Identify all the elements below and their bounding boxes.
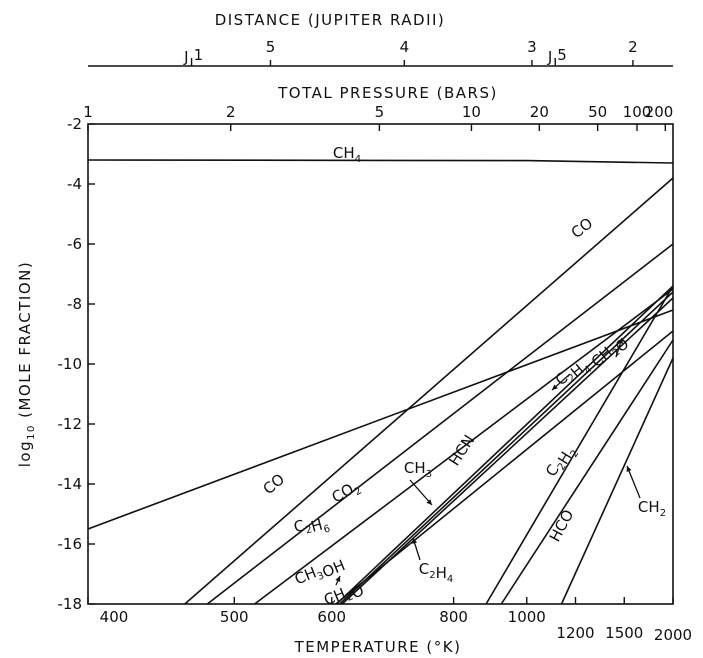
series-co-curve-1 (184, 177, 674, 605)
series-c2h2-curve-9 (485, 285, 674, 605)
pressure-tick-label-6: 100 (623, 103, 652, 121)
moon-marker-sub-0: 1 (194, 46, 204, 64)
y-tick-label-3: -8 (67, 295, 82, 313)
y-tick-label-4: -10 (58, 355, 83, 373)
x-tick-label-6: 1500 (605, 624, 643, 642)
annotation-label-4: CO2 (329, 477, 364, 510)
annotation-label-8: HCN (445, 432, 478, 469)
y-tick-label-0: -2 (67, 115, 82, 133)
annotation-label-1: CO (568, 214, 597, 242)
x-tick-label-7: 2000 (654, 626, 692, 644)
pointer-arrowhead-3 (552, 384, 558, 390)
distance-tick-label-2: 3 (527, 38, 537, 56)
pressure-tick-label-0: 1 (83, 103, 93, 121)
pressure-tick-label-5: 50 (588, 103, 607, 121)
moon-marker-label-0: J (183, 48, 188, 66)
series-ch3-curve-7 (339, 291, 674, 605)
distance-tick-label-3: 2 (628, 38, 638, 56)
y-tick-label-8: -18 (58, 595, 83, 613)
series-co2-curve-3 (206, 243, 674, 605)
pointer-arrow-5 (626, 465, 641, 499)
pressure-tick-label-3: 10 (462, 103, 481, 121)
y-tick-label-1: -4 (67, 175, 82, 193)
y-tick-label-6: -14 (58, 475, 83, 493)
x-axis-label: TEMPERATURE (°K) (294, 638, 462, 656)
annotation-label-7: CH3 (404, 459, 432, 480)
pointer-arrowhead-2 (412, 538, 418, 544)
series-hcn-curve-6 (336, 285, 674, 605)
series-c2h6-curve-2 (87, 309, 674, 530)
series-ch4-curve-0 (87, 159, 674, 164)
distance-tick-label-1: 4 (400, 38, 410, 56)
moon-marker-label-1: J (547, 48, 552, 66)
plot-frame (87, 123, 674, 605)
annotation-label-10: C2H2 (542, 441, 581, 484)
pressure-tick-label-1: 2 (226, 103, 236, 121)
annotation-label-12: CH2 (638, 498, 666, 519)
pointer-arrow-0 (409, 479, 433, 506)
pressure-tick-label-7: 200 (645, 103, 674, 121)
series-curves (87, 159, 674, 605)
y-axis-label: log10 (MOLE FRACTION) (16, 261, 37, 467)
x-tick-label-2: 600 (317, 608, 346, 626)
x-axis-ticks: 400 500 600 800 1000 1200 1500 2000 (87, 597, 692, 644)
pressure-tick-label-2: 5 (375, 103, 385, 121)
pointer-arrowhead-0 (426, 499, 432, 505)
distance-axis-label: DISTANCE (JUPITER RADII) (215, 11, 446, 29)
moon-marker-sub-1: 5 (557, 46, 567, 64)
series-ch3oh-curve-4 (254, 288, 674, 605)
x-tick-label-3: 800 (439, 608, 468, 626)
annotation-label-11: HCO (546, 507, 578, 545)
y-tick-label-5: -12 (58, 415, 83, 433)
x-tick-label-4: 1000 (508, 608, 546, 626)
series-ch2-curve-11 (560, 357, 674, 605)
annotation-label-9: C2H4 (419, 560, 454, 585)
y-tick-label-7: -16 (58, 535, 83, 553)
x-tick-label-1: 500 (220, 608, 249, 626)
annotation-label-13: C2H4 (552, 353, 595, 394)
y-tick-label-2: -6 (67, 235, 82, 253)
pointer-arrowhead-5 (626, 466, 632, 472)
y-axis-ticks: -2 -4 -6 -8 -10 -12 -14 -16 -18 (58, 115, 95, 613)
pressure-tick-label-4: 20 (530, 103, 549, 121)
pressure-axis-label: TOTAL PRESSURE (BARS) (277, 84, 498, 102)
distance-tick-label-0: 5 (266, 38, 276, 56)
distance-axis-ticks: 5 4 3 2J 1 J 5 (183, 38, 638, 66)
pointer-arrowhead-1 (335, 576, 341, 582)
annotation-label-2: C2H6 (292, 510, 332, 543)
x-tick-label-0: 400 (100, 608, 129, 626)
series-hco-curve-10 (500, 339, 674, 605)
x-tick-label-5: 1200 (556, 624, 594, 642)
pointer-arrowhead-4 (617, 338, 623, 344)
annotation-label-0: CH4 (333, 144, 361, 165)
annotation-label-3: CO (259, 470, 288, 498)
